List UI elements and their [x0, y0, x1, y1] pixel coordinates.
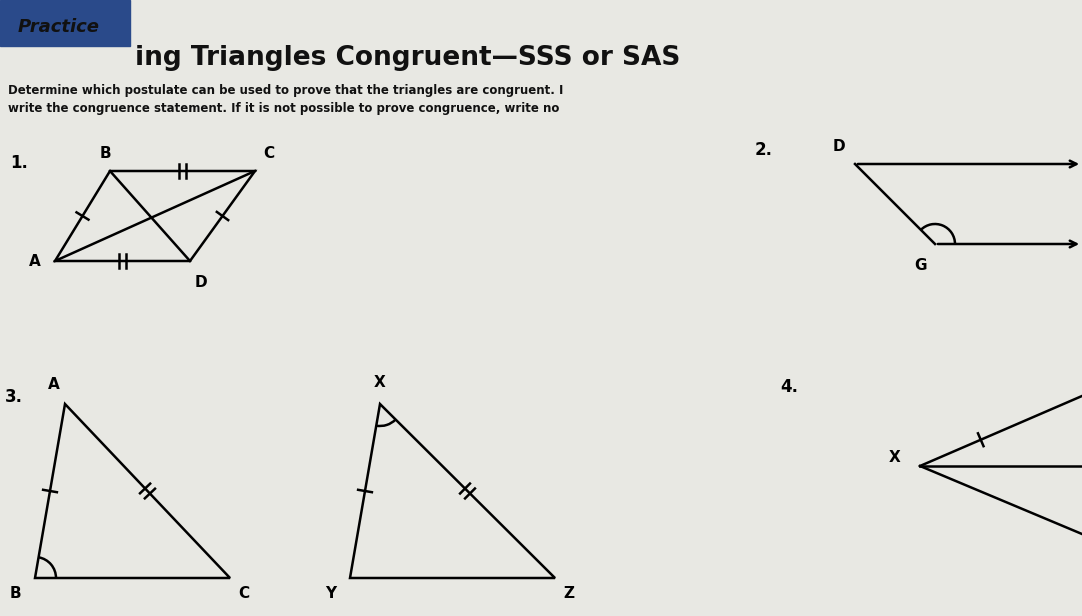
- Text: Determine which postulate can be used to prove that the triangles are congruent.: Determine which postulate can be used to…: [8, 84, 564, 97]
- Text: D: D: [832, 139, 845, 154]
- Text: 4.: 4.: [780, 378, 799, 396]
- Text: G: G: [914, 258, 927, 273]
- Text: 2.: 2.: [755, 141, 773, 159]
- Text: X: X: [888, 450, 900, 466]
- Text: C: C: [263, 146, 274, 161]
- Text: Y: Y: [325, 586, 337, 601]
- Text: Practice: Practice: [18, 18, 100, 36]
- Text: 3.: 3.: [5, 388, 23, 406]
- Polygon shape: [0, 0, 130, 46]
- Text: Z: Z: [563, 586, 573, 601]
- Text: write the congruence statement. If it is not possible to prove congruence, write: write the congruence statement. If it is…: [8, 102, 559, 115]
- Text: B: B: [100, 146, 110, 161]
- Text: ing Triangles Congruent—SSS or SAS: ing Triangles Congruent—SSS or SAS: [135, 45, 681, 71]
- Text: A: A: [29, 254, 41, 269]
- Text: X: X: [374, 375, 386, 390]
- Text: 1.: 1.: [10, 154, 28, 172]
- Text: C: C: [238, 586, 249, 601]
- Text: D: D: [195, 275, 208, 290]
- Text: A: A: [49, 377, 60, 392]
- Text: B: B: [10, 586, 21, 601]
